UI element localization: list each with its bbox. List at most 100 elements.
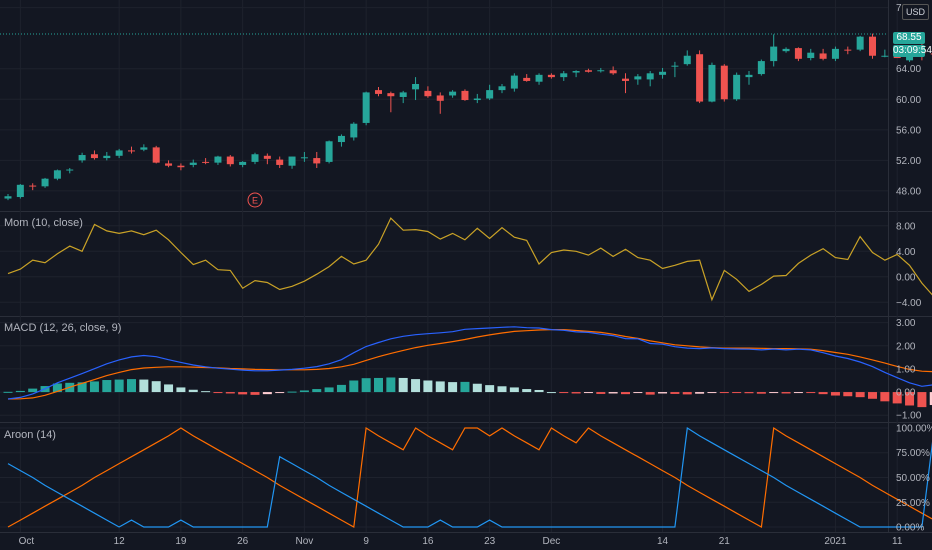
candle-body — [659, 71, 667, 75]
candle-body — [696, 54, 704, 102]
macd-histogram-bar — [583, 392, 593, 394]
macd-histogram-bar — [3, 391, 13, 393]
macd-histogram-bar — [102, 380, 112, 393]
macd-histogram-bar — [732, 392, 742, 394]
x-tick-label: Dec — [543, 536, 561, 547]
macd-line — [7, 326, 932, 400]
candle-body — [584, 70, 592, 72]
macd-histogram-bar — [830, 392, 840, 396]
x-tick-label: 14 — [657, 536, 669, 547]
macd-histogram-bar — [769, 392, 779, 394]
momentum-line — [7, 217, 932, 302]
currency-label[interactable]: USD — [902, 4, 930, 20]
macd-histogram-bar — [522, 389, 532, 393]
y-tick-label: 60.00 — [896, 95, 921, 106]
candle-body — [807, 52, 815, 59]
macd-histogram-bar — [485, 385, 495, 393]
candle-body — [387, 93, 395, 97]
candle-body — [239, 161, 247, 165]
y-tick-label: 7 — [896, 3, 902, 14]
macd-histogram-bar — [472, 383, 482, 393]
candle-body — [103, 155, 111, 159]
candle-body — [325, 141, 333, 162]
candle-body — [300, 157, 308, 159]
macd-histogram-bar — [386, 377, 396, 393]
candle-body — [412, 84, 420, 90]
macd-histogram-bar — [707, 392, 717, 394]
candle-body — [263, 155, 271, 159]
y-tick-label: −1.00 — [896, 411, 922, 422]
macd-histogram-bar — [497, 386, 507, 393]
macd-histogram-bar — [892, 392, 902, 404]
candle-body — [152, 147, 160, 163]
macd-histogram-bar — [262, 392, 272, 395]
candle-body — [622, 78, 629, 81]
macd-histogram-bar — [719, 392, 729, 394]
candle-body — [214, 156, 222, 163]
candle-body — [375, 90, 382, 94]
macd-histogram-bar — [695, 392, 705, 394]
candle-body — [473, 98, 481, 101]
grid-lines — [0, 0, 932, 533]
candle-body — [189, 162, 197, 165]
y-tick-label: 100.00% — [896, 423, 932, 434]
macd-histogram-bar — [213, 392, 223, 394]
candle-body — [757, 61, 765, 75]
candle-body — [869, 36, 876, 56]
price-axis[interactable]: 48.00 52.00 56.00 60.00 64.00 7 8.00 4.00 0.00 −4… — [896, 3, 932, 533]
candle-body — [78, 155, 86, 161]
y-tick-label: 50.00% — [896, 473, 930, 484]
macd-histogram-bar — [917, 392, 927, 408]
macd-histogram-bar — [15, 390, 25, 393]
candle-body — [288, 156, 296, 166]
candle-body — [770, 46, 778, 62]
macd-histogram-bar — [398, 377, 408, 393]
macd-pane[interactable] — [3, 326, 932, 408]
price-pane[interactable]: E — [0, 33, 932, 208]
y-tick-label: 25.00% — [896, 498, 930, 509]
macd-histogram-bar — [460, 381, 470, 393]
macd-histogram-bar — [176, 387, 186, 393]
macd-histogram-bar — [28, 388, 38, 393]
candle-body — [337, 135, 345, 143]
earnings-marker-label: E — [252, 196, 258, 206]
candle-body — [597, 70, 605, 72]
momentum-label[interactable]: Mom (10, close) — [4, 217, 83, 229]
candle-body — [115, 150, 123, 156]
macd-histogram-bar — [127, 379, 136, 393]
macd-histogram-bar — [349, 380, 359, 393]
last-price-tag: 68.55 — [893, 32, 925, 44]
candle-body — [4, 196, 12, 199]
candle-body — [66, 169, 74, 171]
macd-histogram-bar — [546, 392, 556, 394]
candle-body — [140, 147, 148, 150]
macd-signal-line — [7, 329, 932, 400]
macd-histogram-bar — [374, 377, 383, 393]
macd-histogram-bar — [806, 392, 816, 394]
macd-histogram-bar — [781, 392, 791, 394]
candle-body — [486, 90, 494, 99]
macd-histogram-bar — [139, 379, 149, 393]
y-tick-label: 52.00 — [896, 156, 921, 167]
macd-histogram-bar — [682, 392, 692, 395]
x-tick-label: 12 — [114, 536, 126, 547]
momentum-pane[interactable] — [7, 217, 932, 307]
x-tick-label: 26 — [237, 536, 249, 547]
macd-histogram-bar — [744, 392, 754, 394]
earnings-marker-icon — [247, 192, 263, 208]
macd-label[interactable]: MACD (12, 26, close, 9) — [4, 322, 122, 334]
candle-body — [819, 53, 827, 59]
candle-body — [634, 76, 642, 80]
macd-histogram-bar — [324, 387, 334, 393]
macd-histogram-bar — [275, 392, 285, 394]
candle-body — [202, 161, 210, 163]
macd-histogram-bar — [855, 392, 865, 398]
candle-body — [609, 70, 617, 74]
aroon-pane[interactable] — [7, 426, 932, 528]
candle-body — [794, 48, 802, 59]
time-axis[interactable]: Oct 12 19 26 Nov 9 16 23 Dec 14 21 2021 11 — [19, 536, 903, 547]
candle-body — [41, 178, 49, 187]
y-tick-label: 75.00% — [896, 448, 930, 459]
aroon-label[interactable]: Aroon (14) — [4, 429, 56, 441]
